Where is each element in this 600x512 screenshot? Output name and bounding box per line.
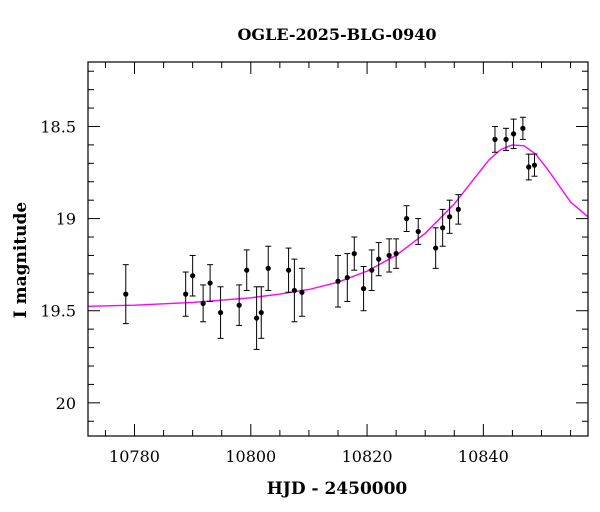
data-point [253, 286, 260, 350]
data-point [360, 266, 367, 312]
data-point-marker [265, 265, 271, 271]
data-point [217, 286, 224, 339]
axes-layer: 10780 10800 10820 10840 18.5 19 19.5 20 [40, 61, 589, 466]
data-point [236, 284, 243, 326]
data-point-marker [183, 291, 189, 297]
data-point-marker [393, 251, 399, 257]
data-point [291, 258, 298, 323]
data-point-marker [254, 315, 260, 321]
data-point [265, 245, 272, 291]
data-point-marker [236, 302, 242, 308]
data-point [519, 116, 526, 140]
data-point [298, 267, 305, 317]
model-curve-layer [88, 144, 588, 307]
data-point [415, 218, 422, 245]
data-point [258, 286, 265, 339]
y-tick-label: 20 [56, 394, 76, 413]
chart-title: OGLE-2025-BLG-0940 [237, 25, 436, 44]
data-point-marker [503, 136, 509, 142]
data-point [368, 249, 375, 291]
model-curve [88, 144, 588, 307]
data-point-marker [123, 291, 129, 297]
data-point [455, 194, 462, 225]
data-point [439, 208, 446, 247]
data-point [200, 284, 207, 323]
plot-frame [87, 61, 589, 437]
data-point [531, 153, 538, 177]
data-point [503, 127, 510, 151]
x-tick-label: 10780 [109, 447, 160, 466]
x-tick-label: 10840 [458, 447, 509, 466]
data-point [375, 242, 382, 277]
data-points-layer [122, 116, 538, 350]
data-point [393, 238, 400, 269]
y-tick-label: 19.5 [40, 302, 76, 321]
data-point-marker [404, 216, 410, 222]
data-point [446, 199, 453, 234]
data-point [243, 249, 250, 291]
data-point-marker [510, 131, 517, 137]
data-point-marker [335, 278, 341, 284]
data-point [510, 118, 517, 150]
x-tick-label: 10800 [225, 447, 276, 466]
data-point [182, 271, 189, 317]
data-point-marker [351, 251, 357, 257]
data-point-marker [492, 136, 498, 142]
data-point-marker [360, 286, 367, 292]
data-point-marker [200, 300, 206, 306]
data-point [491, 125, 498, 153]
data-point-marker [344, 274, 350, 281]
data-point-marker [190, 273, 196, 279]
data-point-marker [447, 214, 453, 220]
x-axis-label: HJD - 2450000 [267, 479, 408, 499]
data-point [335, 254, 341, 308]
data-point [285, 247, 292, 293]
data-point [351, 236, 358, 271]
data-point-marker [440, 225, 446, 231]
data-point-marker [415, 228, 421, 235]
data-point [386, 238, 393, 273]
data-point-marker [386, 252, 392, 259]
data-point [122, 264, 129, 325]
data-point-marker [244, 267, 250, 273]
data-point-marker [520, 125, 526, 131]
data-point [189, 254, 196, 297]
data-point-marker [258, 309, 264, 316]
data-point-marker [299, 289, 305, 295]
data-point [344, 253, 351, 303]
data-point-marker [369, 267, 375, 273]
data-point [432, 227, 439, 269]
data-point-marker [285, 267, 292, 273]
x-tick-label: 10820 [342, 447, 393, 466]
data-point-marker [526, 164, 532, 170]
data-point-marker [531, 162, 538, 168]
data-point [525, 153, 532, 181]
data-point-marker [291, 287, 297, 294]
y-tick-label: 18.5 [40, 117, 76, 136]
data-point [403, 205, 410, 232]
data-point [207, 264, 214, 303]
y-tick-label: 19 [56, 210, 76, 229]
data-point-marker [433, 245, 439, 251]
data-point-marker [376, 256, 382, 262]
data-point-marker [207, 280, 213, 286]
data-point-marker [455, 206, 461, 212]
data-point-marker [217, 309, 224, 316]
y-axis-label: I magnitude [11, 202, 31, 319]
